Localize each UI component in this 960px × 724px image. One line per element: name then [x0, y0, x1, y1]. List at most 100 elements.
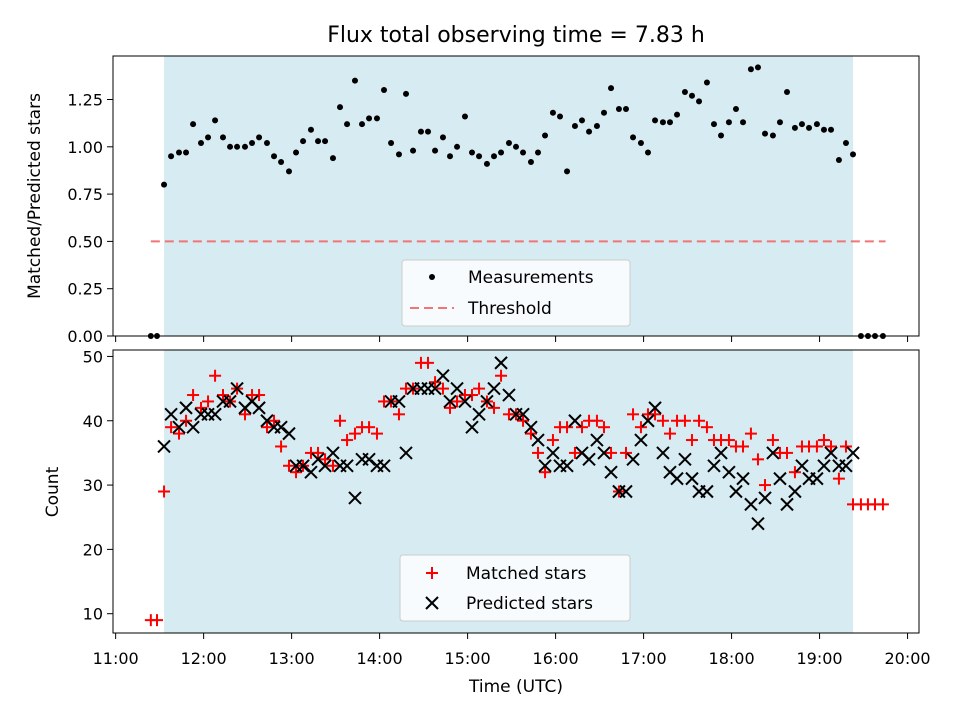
- measurement-point: [234, 143, 241, 150]
- matched-star-point: [539, 466, 552, 479]
- predicted-star-point: [326, 446, 340, 460]
- matched-star-point: [466, 389, 479, 402]
- predicted-star-point: [252, 401, 266, 415]
- matched-star-point: [216, 389, 229, 402]
- x-tick-label: 11:00: [93, 649, 139, 668]
- predicted-star-point: [582, 452, 596, 467]
- x-axis-label: Time (UTC): [468, 677, 563, 697]
- matched-star-point: [238, 408, 251, 421]
- matched-star-point: [436, 382, 449, 395]
- predicted-star-point: [597, 446, 611, 460]
- figure-title: Flux total observing time = 7.83 h: [327, 23, 705, 48]
- matched-star-point: [605, 446, 618, 459]
- x-tick-label: 20:00: [885, 649, 931, 668]
- measurement-point: [293, 149, 300, 156]
- matched-star-point: [788, 466, 801, 479]
- predicted-star-point: [634, 433, 648, 447]
- measurement-point: [696, 98, 703, 105]
- matched-star-point: [158, 485, 171, 498]
- measurement-point: [263, 140, 270, 147]
- matched-star-point: [444, 401, 457, 414]
- predicted-star-point: [531, 433, 545, 447]
- predicted-star-point: [450, 381, 464, 396]
- measurement-point: [659, 119, 666, 126]
- y-tick-label: 1.25: [67, 91, 103, 110]
- predicted-star-point: [648, 401, 662, 415]
- measurement-point: [271, 153, 278, 160]
- matched-star-points: [144, 356, 889, 627]
- count-legend-box: [399, 554, 631, 622]
- legend-threshold-label: Threshold: [467, 299, 552, 319]
- matched-star-point: [737, 440, 750, 453]
- measurement-point: [300, 138, 307, 145]
- ratio-x-ticks: [115, 336, 909, 342]
- measurement-point: [732, 105, 739, 112]
- matched-star-point: [825, 440, 838, 453]
- measurement-point: [219, 134, 226, 141]
- matched-star-point: [524, 427, 537, 440]
- matched-star-point: [429, 376, 442, 389]
- predicted-star-point: [443, 394, 457, 409]
- predicted-star-point: [546, 446, 560, 460]
- measurement-point: [586, 128, 593, 135]
- y-tick-label: 0.25: [67, 280, 103, 299]
- predicted-star-point: [626, 452, 640, 467]
- predicted-star-point: [282, 426, 296, 441]
- predicted-star-point: [788, 484, 802, 499]
- ratio-legend-box: [401, 259, 631, 327]
- measurement-point: [835, 157, 842, 164]
- matched-star-point: [546, 434, 559, 447]
- measurement-point: [491, 153, 498, 160]
- count-x-ticks: 11:00 12:00 13:00 14:00 15:00 16:00 17:00 18:00…: [93, 633, 931, 668]
- matched-star-point: [194, 401, 207, 414]
- measurement-point: [820, 126, 827, 133]
- matched-star-point: [326, 459, 339, 472]
- measurement-point: [593, 123, 600, 129]
- matched-star-point: [590, 414, 603, 427]
- measurement-point: [688, 92, 695, 99]
- measurement-point: [740, 119, 747, 126]
- measurement-point: [681, 88, 688, 95]
- predicted-star-point: [472, 407, 486, 422]
- y-tick-label: 1.00: [67, 138, 103, 157]
- predicted-star-point: [656, 446, 670, 460]
- y-tick-label: 0.00: [67, 327, 103, 346]
- measurement-point: [718, 132, 725, 139]
- predicted-star-point: [758, 491, 772, 505]
- matched-star-point: [781, 446, 794, 459]
- matched-star-point: [312, 446, 325, 459]
- measurement-point: [447, 153, 454, 160]
- measurement-point: [542, 132, 549, 139]
- measurement-point: [571, 123, 578, 129]
- predicted-star-point: [164, 407, 178, 422]
- measurement-point: [710, 121, 717, 128]
- ratio-axes-frame: [112, 55, 920, 337]
- matched-star-point: [209, 369, 222, 382]
- measurement-point: [806, 124, 813, 131]
- x-tick-label: 19:00: [797, 649, 843, 668]
- matched-star-point: [597, 421, 610, 434]
- y-tick-label: 0.50: [67, 232, 103, 251]
- measurement-point: [527, 158, 534, 165]
- predicted-star-point: [619, 484, 633, 499]
- legend-matched-label: Matched stars: [466, 564, 586, 584]
- measurement-point: [498, 149, 505, 156]
- measurement-point: [476, 153, 483, 160]
- measurement-point: [578, 117, 585, 124]
- predicted-star-point: [377, 459, 391, 473]
- measurement-point: [366, 115, 373, 122]
- matched-star-point: [759, 479, 772, 492]
- measurement-point: [505, 140, 512, 147]
- predicted-star-point: [487, 381, 501, 396]
- x-tick-label: 18:00: [709, 649, 755, 668]
- predicted-star-point: [362, 452, 376, 467]
- measurement-point: [791, 124, 798, 131]
- predicted-star-point: [436, 369, 450, 383]
- matched-star-point: [649, 408, 662, 421]
- predicted-star-point: [494, 356, 508, 370]
- measurement-point: [608, 85, 615, 92]
- measurement-point: [549, 109, 556, 116]
- measurement-point: [227, 143, 234, 150]
- measurement-point: [850, 151, 857, 158]
- measurement-point: [256, 134, 263, 141]
